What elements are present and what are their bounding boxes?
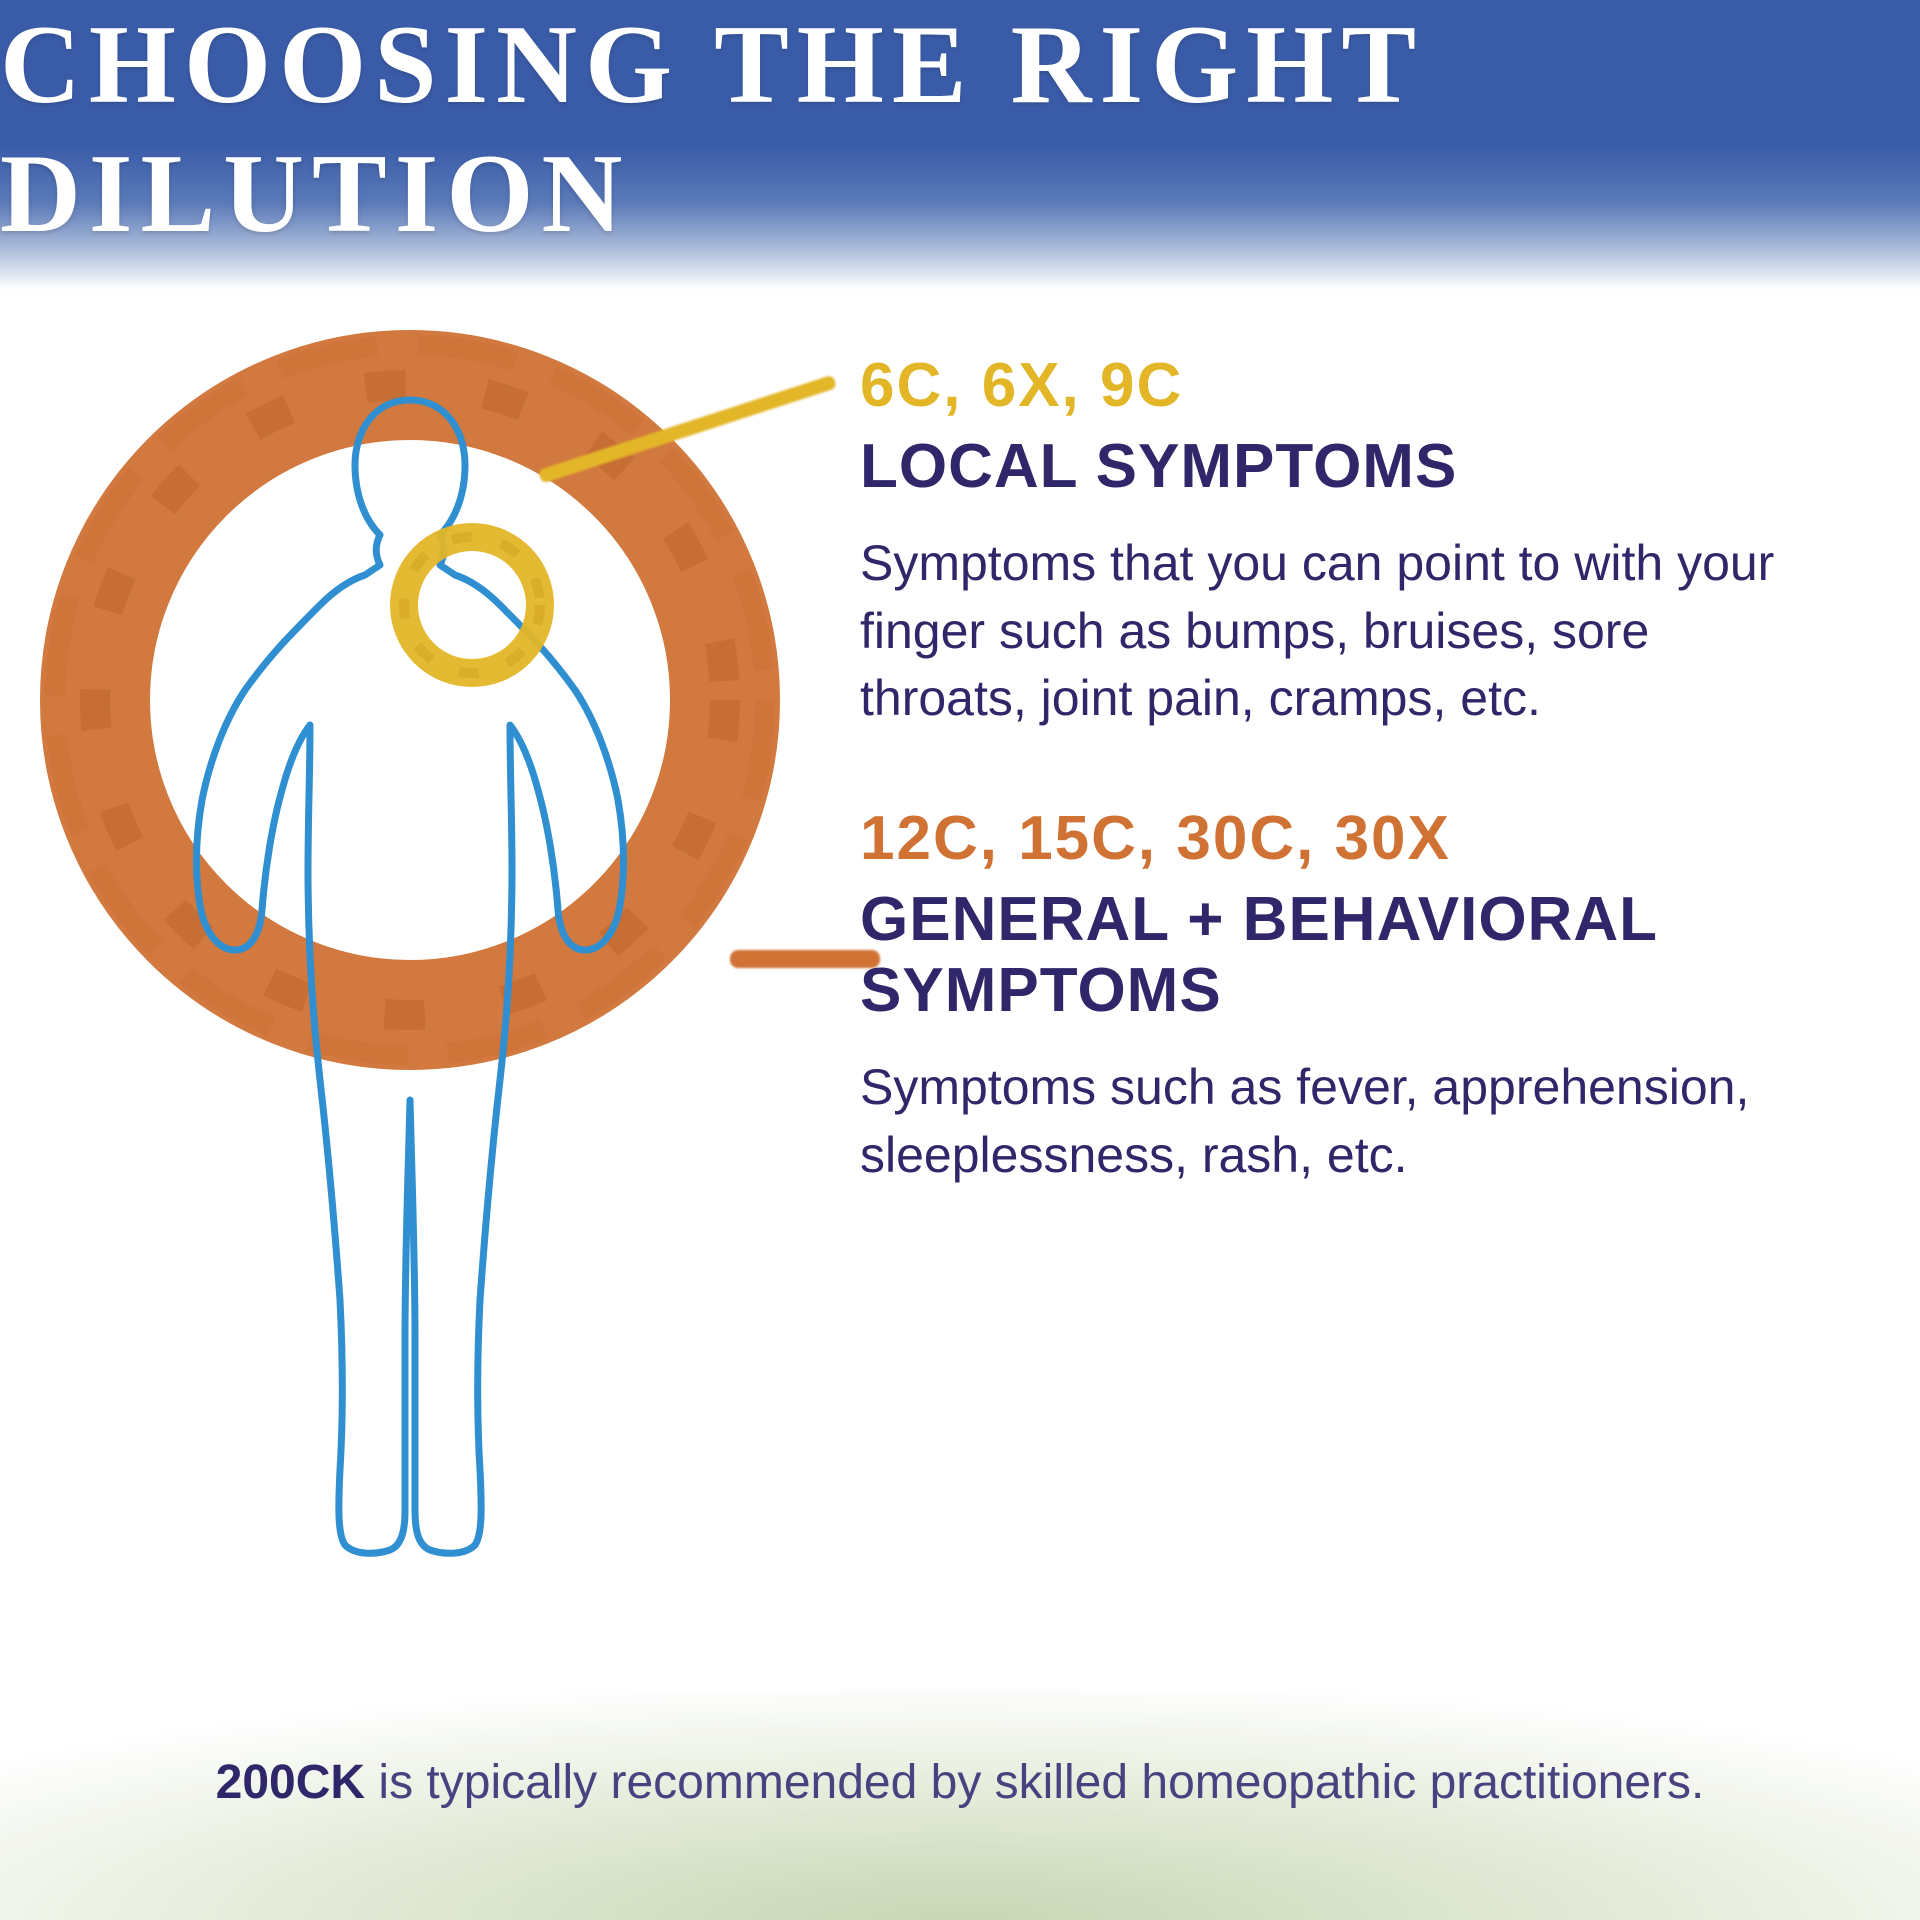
description-general: Symptoms such as fever, apprehension, sl… [860,1054,1800,1189]
content-area: 6C, 6X, 9C LOCAL SYMPTOMS Symptoms that … [0,290,1920,1690]
potency-general: 12C, 15C, 30C, 30X [860,803,1840,874]
general-symptoms-block: 12C, 15C, 30C, 30X GENERAL + BEHAVIORAL … [860,803,1840,1190]
footer-rest: is typically recommended by skilled home… [365,1756,1704,1809]
footer-bold: 200CK [216,1756,365,1809]
local-symptoms-block: 6C, 6X, 9C LOCAL SYMPTOMS Symptoms that … [860,350,1840,733]
title-local: LOCAL SYMPTOMS [860,431,1840,502]
page-title: CHOOSING THE RIGHT DILUTION [0,1,1920,259]
description-local: Symptoms that you can point to with your… [860,530,1800,733]
yellow-ring-icon [385,518,560,693]
text-blocks: 6C, 6X, 9C LOCAL SYMPTOMS Symptoms that … [860,350,1840,1259]
header-band: CHOOSING THE RIGHT DILUTION [0,0,1920,290]
potency-local: 6C, 6X, 9C [860,350,1840,421]
footer-text: 200CK is typically recommended by skille… [0,1755,1920,1810]
orange-connector-line [730,950,880,968]
title-general: GENERAL + BEHAVIORAL SYMPTOMS [860,884,1840,1027]
figure-area [60,350,760,1550]
